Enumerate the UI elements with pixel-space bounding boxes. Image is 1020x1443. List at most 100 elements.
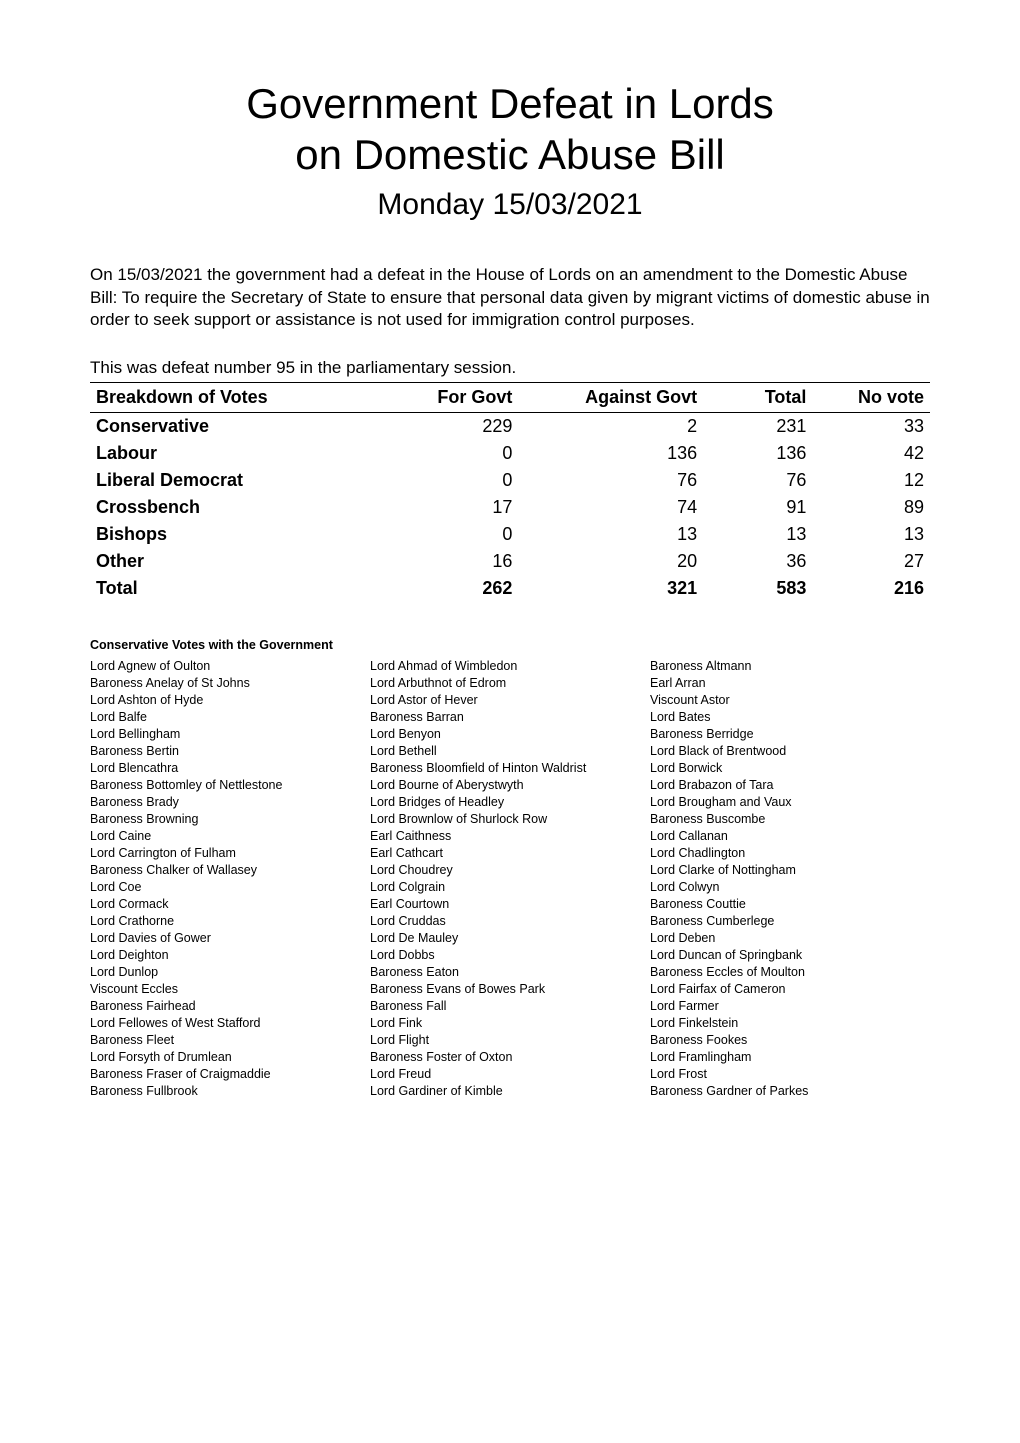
member-name: Lord Bellingham: [90, 726, 370, 743]
vote-table-body: Conservative229223133Labour013613642Libe…: [90, 412, 930, 602]
table-row: Baroness FairheadBaroness FallLord Farme…: [90, 998, 930, 1015]
cell-against: 136: [518, 440, 703, 467]
member-name: Lord Balfe: [90, 709, 370, 726]
member-name: Baroness Gardner of Parkes: [650, 1083, 930, 1100]
member-name: Lord Brabazon of Tara: [650, 777, 930, 794]
table-row: Baroness BradyLord Bridges of HeadleyLor…: [90, 794, 930, 811]
member-name: Baroness Browning: [90, 811, 370, 828]
table-row: Baroness Chalker of WallaseyLord Choudre…: [90, 862, 930, 879]
member-name: Baroness Fullbrook: [90, 1083, 370, 1100]
table-row: Lord Agnew of OultonLord Ahmad of Wimble…: [90, 658, 930, 675]
member-name: Baroness Chalker of Wallasey: [90, 862, 370, 879]
table-row: Baroness FullbrookLord Gardiner of Kimbl…: [90, 1083, 930, 1100]
header-party: Breakdown of Votes: [90, 382, 376, 412]
cell-total: 583: [703, 575, 812, 602]
member-name: Baroness Evans of Bowes Park: [370, 981, 650, 998]
table-row: Lord BlencathraBaroness Bloomfield of Hi…: [90, 760, 930, 777]
date-line: Monday 15/03/2021: [90, 188, 930, 222]
member-name: Earl Caithness: [370, 828, 650, 845]
member-name: Baroness Brady: [90, 794, 370, 811]
table-row: Lord CormackEarl CourtownBaroness Coutti…: [90, 896, 930, 913]
cell-party: Conservative: [90, 412, 376, 440]
member-name: Lord Ahmad of Wimbledon: [370, 658, 650, 675]
member-name: Lord Bourne of Aberystwyth: [370, 777, 650, 794]
table-row: Baroness Bottomley of NettlestoneLord Bo…: [90, 777, 930, 794]
title-line-1: Government Defeat in Lords: [246, 80, 774, 127]
member-name: Baroness Cumberlege: [650, 913, 930, 930]
member-name: Lord Fink: [370, 1015, 650, 1032]
member-name: Lord De Mauley: [370, 930, 650, 947]
member-name: Lord Borwick: [650, 760, 930, 777]
member-name: Lord Benyon: [370, 726, 650, 743]
cell-for: 0: [376, 521, 519, 548]
table-row: Lord Davies of GowerLord De MauleyLord D…: [90, 930, 930, 947]
member-name: Baroness Fookes: [650, 1032, 930, 1049]
member-name: Lord Fairfax of Cameron: [650, 981, 930, 998]
member-name: Lord Blencathra: [90, 760, 370, 777]
table-row: Lord CaineEarl CaithnessLord Callanan: [90, 828, 930, 845]
members-table-body: Lord Agnew of OultonLord Ahmad of Wimble…: [90, 658, 930, 1100]
member-name: Baroness Eccles of Moulton: [650, 964, 930, 981]
member-name: Lord Fellowes of West Stafford: [90, 1015, 370, 1032]
table-row: Conservative229223133: [90, 412, 930, 440]
cell-for: 0: [376, 440, 519, 467]
cell-total: 91: [703, 494, 812, 521]
member-name: Lord Choudrey: [370, 862, 650, 879]
member-name: Lord Cruddas: [370, 913, 650, 930]
table-row: Lord CrathorneLord CruddasBaroness Cumbe…: [90, 913, 930, 930]
cell-total: 231: [703, 412, 812, 440]
member-name: Lord Bethell: [370, 743, 650, 760]
member-name: Earl Arran: [650, 675, 930, 692]
member-name: Lord Gardiner of Kimble: [370, 1083, 650, 1100]
member-name: Lord Framlingham: [650, 1049, 930, 1066]
member-name: Lord Bridges of Headley: [370, 794, 650, 811]
cell-novote: 42: [812, 440, 930, 467]
title-line-2: on Domestic Abuse Bill: [295, 131, 725, 178]
member-name: Viscount Eccles: [90, 981, 370, 998]
member-name: Baroness Anelay of St Johns: [90, 675, 370, 692]
table-header-row: Breakdown of Votes For Govt Against Govt…: [90, 382, 930, 412]
cell-for: 16: [376, 548, 519, 575]
table-row: Lord Fellowes of West StaffordLord FinkL…: [90, 1015, 930, 1032]
table-row: Baroness BertinLord BethellLord Black of…: [90, 743, 930, 760]
cell-against: 76: [518, 467, 703, 494]
member-name: Lord Colgrain: [370, 879, 650, 896]
member-name: Lord Astor of Hever: [370, 692, 650, 709]
table-row: Lord DunlopBaroness EatonBaroness Eccles…: [90, 964, 930, 981]
member-name: Earl Courtown: [370, 896, 650, 913]
member-name: Lord Davies of Gower: [90, 930, 370, 947]
cell-party: Total: [90, 575, 376, 602]
member-name: Lord Duncan of Springbank: [650, 947, 930, 964]
page-container: Government Defeat in Lords on Domestic A…: [0, 0, 1020, 1160]
cell-for: 262: [376, 575, 519, 602]
member-name: Baroness Bloomfield of Hinton Waldrist: [370, 760, 650, 777]
members-table: Lord Agnew of OultonLord Ahmad of Wimble…: [90, 658, 930, 1100]
cell-against: 2: [518, 412, 703, 440]
defeat-number-line: This was defeat number 95 in the parliam…: [90, 358, 930, 378]
page-title: Government Defeat in Lords on Domestic A…: [90, 78, 930, 180]
member-name: Lord Colwyn: [650, 879, 930, 896]
vote-breakdown-table: Breakdown of Votes For Govt Against Govt…: [90, 382, 930, 602]
cell-party: Liberal Democrat: [90, 467, 376, 494]
member-name: Earl Cathcart: [370, 845, 650, 862]
table-row: Other16203627: [90, 548, 930, 575]
member-name: Lord Finkelstein: [650, 1015, 930, 1032]
cell-novote: 27: [812, 548, 930, 575]
table-row: Lord CoeLord ColgrainLord Colwyn: [90, 879, 930, 896]
table-row: Labour013613642: [90, 440, 930, 467]
table-row: Lord DeightonLord DobbsLord Duncan of Sp…: [90, 947, 930, 964]
cell-total: 76: [703, 467, 812, 494]
member-name: Lord Dobbs: [370, 947, 650, 964]
member-name: Lord Carrington of Fulham: [90, 845, 370, 862]
table-row: Lord BalfeBaroness BarranLord Bates: [90, 709, 930, 726]
member-name: Lord Flight: [370, 1032, 650, 1049]
table-row: Baroness Fraser of CraigmaddieLord Freud…: [90, 1066, 930, 1083]
member-name: Baroness Barran: [370, 709, 650, 726]
member-name: Baroness Fall: [370, 998, 650, 1015]
member-name: Lord Coe: [90, 879, 370, 896]
member-name: Lord Crathorne: [90, 913, 370, 930]
member-name: Lord Brownlow of Shurlock Row: [370, 811, 650, 828]
cell-for: 17: [376, 494, 519, 521]
member-name: Lord Deben: [650, 930, 930, 947]
header-total: Total: [703, 382, 812, 412]
